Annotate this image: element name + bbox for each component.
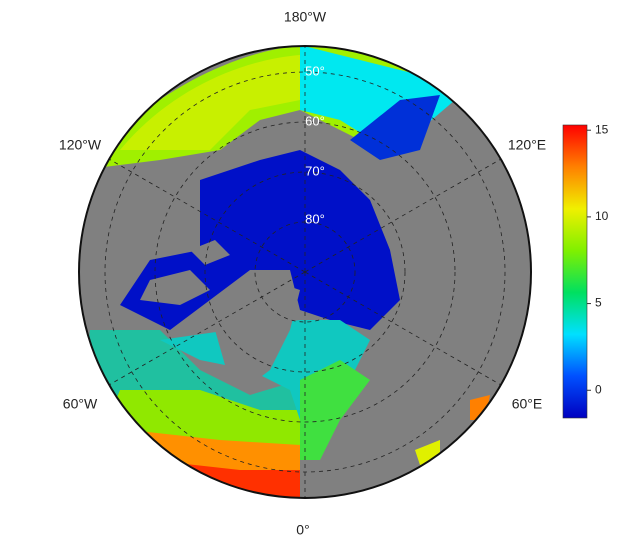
ocean-norwegian xyxy=(300,360,370,460)
colorbar-tick-label: 0 xyxy=(595,382,602,396)
map-border xyxy=(78,45,532,499)
island xyxy=(190,240,230,265)
island xyxy=(140,270,210,305)
graticule xyxy=(104,46,506,498)
lon-label: 60°W xyxy=(63,396,98,412)
colorbar-bar xyxy=(562,124,588,419)
lat-label: 80° xyxy=(305,211,325,226)
colorbar-tick-label: 15 xyxy=(595,122,609,136)
colorbar: 0 5 10 15 xyxy=(562,122,609,419)
sea-okhotsk xyxy=(350,95,440,160)
lat-label: 50° xyxy=(305,63,325,78)
lon-label: 180°W xyxy=(284,9,327,25)
lon-label: 60°E xyxy=(512,396,543,412)
colorbar-tick-label: 5 xyxy=(595,296,602,310)
greenland xyxy=(215,280,300,385)
lon-label: 120°E xyxy=(508,137,546,153)
lon-label: 120°W xyxy=(59,137,102,153)
lat-label: 70° xyxy=(305,163,325,178)
colorbar-tick-label: 10 xyxy=(595,209,609,223)
lat-label: 60° xyxy=(305,113,325,128)
lon-label: 0° xyxy=(296,522,309,538)
